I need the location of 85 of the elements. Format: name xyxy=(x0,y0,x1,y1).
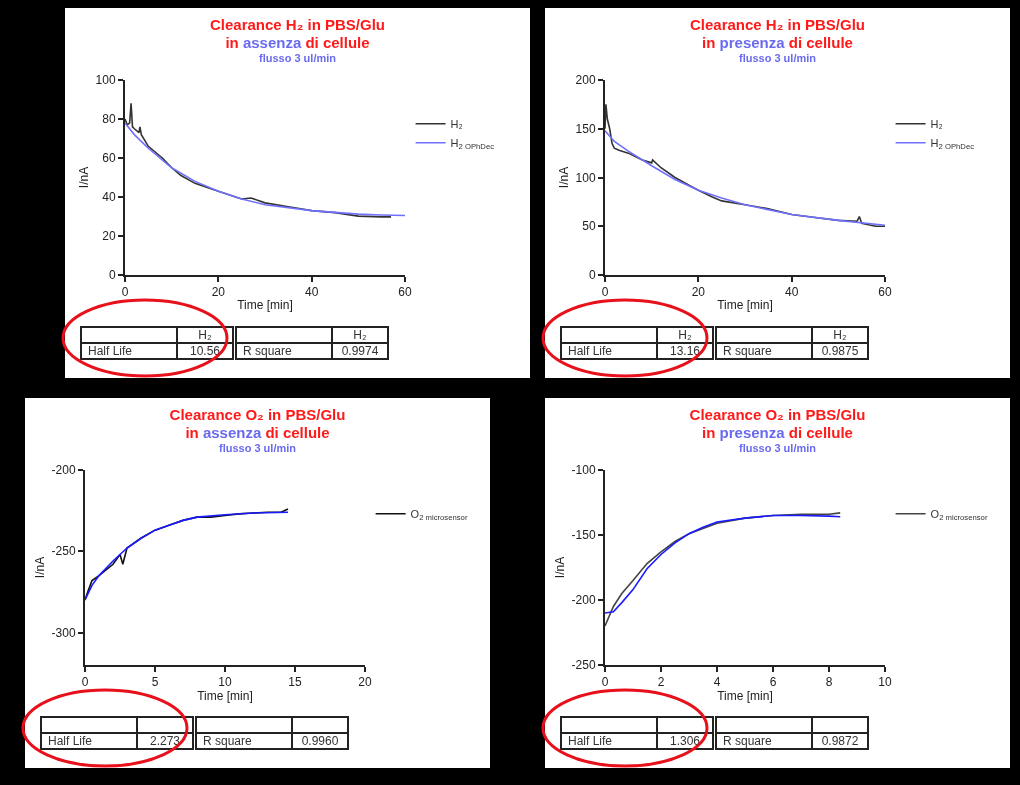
text: H₂ xyxy=(812,327,868,343)
x-axis-title: Time [min] xyxy=(717,297,773,312)
y-tick-label: 40 xyxy=(102,190,116,205)
y-tick-label: 150 xyxy=(575,121,596,136)
text: R square xyxy=(716,733,812,749)
y-tick-label: 100 xyxy=(95,73,116,88)
legend-label: H₂ xyxy=(930,118,943,131)
text: flusso 3 ul/min xyxy=(738,52,817,65)
text: H₂ xyxy=(177,327,233,343)
x-axis-title: Time [min] xyxy=(717,689,773,704)
x-axis-title: Time [min] xyxy=(237,297,293,312)
chart-title: Clearance H₂ in PBS/Glu xyxy=(208,16,387,34)
x-tick-label: 0 xyxy=(601,285,609,300)
legend-label: H$_{2 OPhDec}$ xyxy=(930,137,975,152)
x-tick-label: 2 xyxy=(657,675,665,690)
y-tick-label: 20 xyxy=(102,229,116,244)
x-tick-label: 0 xyxy=(121,285,129,300)
text: R square xyxy=(236,343,332,359)
x-tick-label: 4 xyxy=(713,675,721,690)
chart-title: Clearance O₂ in PBS/Glu xyxy=(688,406,867,424)
line-series xyxy=(125,122,405,217)
text: R square xyxy=(196,733,292,749)
text: flusso 3 ul/min xyxy=(738,442,817,455)
x-tick-label: 20 xyxy=(691,285,706,300)
y-axis-title: I/nA xyxy=(557,166,572,189)
chart-subtitle: in presenza di cellule xyxy=(701,34,854,52)
x-tick-label: 10 xyxy=(218,675,232,690)
y-tick-label: 60 xyxy=(102,151,116,166)
text: 0.9974 xyxy=(332,343,388,359)
y-tick-label: -100 xyxy=(571,463,596,478)
y-tick-label: -150 xyxy=(571,528,596,543)
y-axis-title: I/nA xyxy=(553,556,568,579)
x-tick-label: 10 xyxy=(878,675,892,690)
line-series xyxy=(605,129,885,227)
chart-subtitle: in assenza di cellule xyxy=(184,424,331,442)
text: R square xyxy=(716,343,812,359)
x-tick-label: 5 xyxy=(151,675,159,690)
text: H₂ xyxy=(332,327,388,343)
chart-subtitle: in assenza di cellule xyxy=(224,34,371,52)
text: Half Life xyxy=(41,733,137,749)
text: H₂ xyxy=(657,327,713,343)
text: 0.9875 xyxy=(812,343,868,359)
text: 0.9872 xyxy=(812,733,868,749)
x-tick-label: 0 xyxy=(81,675,89,690)
y-tick-label: 0 xyxy=(108,268,116,283)
text: 10.56 xyxy=(177,343,233,359)
y-axis-title: I/nA xyxy=(77,166,92,189)
y-tick-label: -300 xyxy=(51,625,76,640)
text: 0.9960 xyxy=(292,733,348,749)
x-tick-label: 8 xyxy=(825,675,833,690)
chart-title: Clearance H₂ in PBS/Glu xyxy=(688,16,867,34)
text: 2.273 xyxy=(137,733,193,749)
x-tick-label: 40 xyxy=(784,285,799,300)
y-tick-label: -250 xyxy=(51,544,76,559)
x-tick-label: 20 xyxy=(211,285,226,300)
x-axis-title: Time [min] xyxy=(197,689,253,704)
text: flusso 3 ul/min xyxy=(218,442,297,455)
x-tick-label: 20 xyxy=(358,675,372,690)
x-tick-label: 6 xyxy=(769,675,777,690)
chart-subtitle: in presenza di cellule xyxy=(701,424,854,442)
y-tick-label: -250 xyxy=(571,658,596,673)
legend-label: H₂ xyxy=(450,118,463,131)
x-tick-label: 40 xyxy=(304,285,319,300)
legend-label: O$_{2 microsensor}$ xyxy=(930,508,988,523)
y-tick-label: 100 xyxy=(575,170,596,185)
x-tick-label: 60 xyxy=(398,285,412,300)
text: Half Life xyxy=(81,343,177,359)
text: Half Life xyxy=(561,733,657,749)
y-axis-title: I/nA xyxy=(33,556,48,579)
y-tick-label: 200 xyxy=(575,73,596,88)
text: flusso 3 ul/min xyxy=(258,52,337,65)
y-tick-label: -200 xyxy=(51,463,76,478)
legend-label: H$_{2 OPhDec}$ xyxy=(450,137,495,152)
x-tick-label: 60 xyxy=(878,285,892,300)
legend-label: O$_{2 microsensor}$ xyxy=(410,508,468,523)
chart-title: Clearance O₂ in PBS/Glu xyxy=(168,406,347,424)
x-tick-label: 15 xyxy=(288,675,302,690)
text: 1.306 xyxy=(657,733,713,749)
y-tick-label: -200 xyxy=(571,593,596,608)
y-tick-label: 0 xyxy=(588,268,596,283)
y-tick-label: 50 xyxy=(582,219,596,234)
text: Half Life xyxy=(561,343,657,359)
y-tick-label: 80 xyxy=(102,112,116,127)
x-tick-label: 0 xyxy=(601,675,609,690)
text: 13.16 xyxy=(657,343,713,359)
